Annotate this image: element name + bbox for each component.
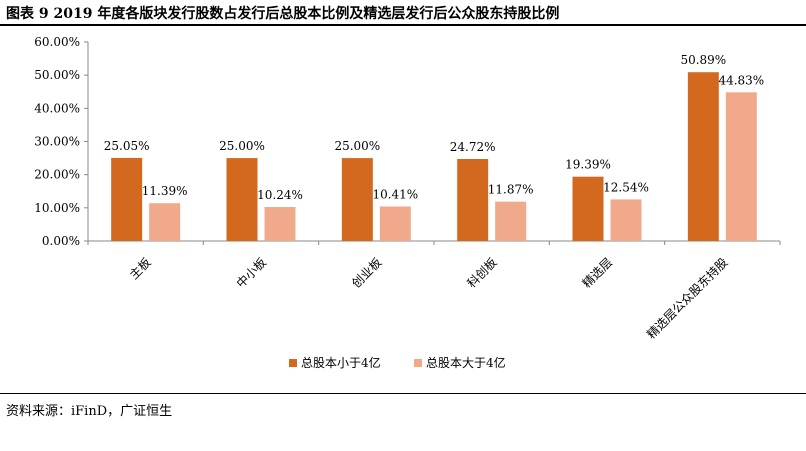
bar-lt4yi [687,72,719,241]
y-tick-label: 20.00% [34,168,80,182]
legend-label: 总股本小于4亿 [301,355,381,370]
category-label: 精选层 [580,255,615,290]
category-label: 创业板 [349,255,384,290]
data-label: 25.05% [104,139,150,153]
data-label: 24.72% [450,140,496,154]
y-tick-label: 50.00% [34,68,80,82]
category-label: 主板 [127,255,154,282]
bar-lt4yi [226,158,258,241]
bar-gt4yi [264,207,296,241]
bar-chart: 0.00% 10.00% 20.00% 30.00% 40.00% 50.00% 60.00… [34,35,781,370]
source-rule [0,393,806,394]
bar-gt4yi [379,206,411,241]
data-label: 10.24% [257,188,303,202]
category-label: 科创板 [464,255,499,290]
data-label: 11.87% [488,183,534,197]
category-label: 中小板 [233,255,269,291]
bar-lt4yi [341,158,373,241]
bar-gt4yi [495,201,527,241]
y-tick-label: 30.00% [34,135,80,149]
data-label: 25.00% [334,139,380,153]
data-label: 44.83% [718,73,764,87]
legend-swatch [414,359,422,367]
data-label: 10.41% [372,187,418,201]
bar-gt4yi [610,199,642,241]
data-label: 12.54% [603,180,649,194]
bar-gt4yi [725,92,757,241]
legend-label: 总股本大于4亿 [426,355,506,370]
bar-lt4yi [111,157,143,241]
y-tick-label: 60.00% [34,35,80,49]
chart-legend: 总股本小于4亿 总股本大于4亿 [289,355,506,370]
figure-title: 图表 9 2019 年度各版块发行股数占发行后总股本比例及精选层发行后公众股东持… [6,6,560,22]
bar-lt4yi [572,176,604,241]
data-label: 11.39% [142,184,188,198]
y-tick-label: 40.00% [34,101,80,115]
y-tick-label: 10.00% [34,201,80,215]
legend-swatch [289,359,297,367]
source-note: 资料来源：iFinD，广证恒生 [6,404,173,419]
category-labels: 主板 中小板 创业板 科创板 精选层 精选层公众股东持股 [127,255,731,342]
bar-gt4yi [149,203,181,241]
chart-bars: 25.05% 11.39% 25.00% 10.24% 25.00% 10.41% 24.7… [104,53,764,241]
chart-axes: 0.00% 10.00% 20.00% 30.00% 40.00% 50.00% 60.00… [34,35,781,248]
data-label: 19.39% [565,158,611,172]
title-rule [0,24,806,26]
data-label: 25.00% [219,139,265,153]
bar-lt4yi [457,159,489,241]
category-label: 精选层公众股东持股 [643,255,730,342]
y-tick-label: 0.00% [42,234,80,248]
data-label: 50.89% [680,53,726,67]
